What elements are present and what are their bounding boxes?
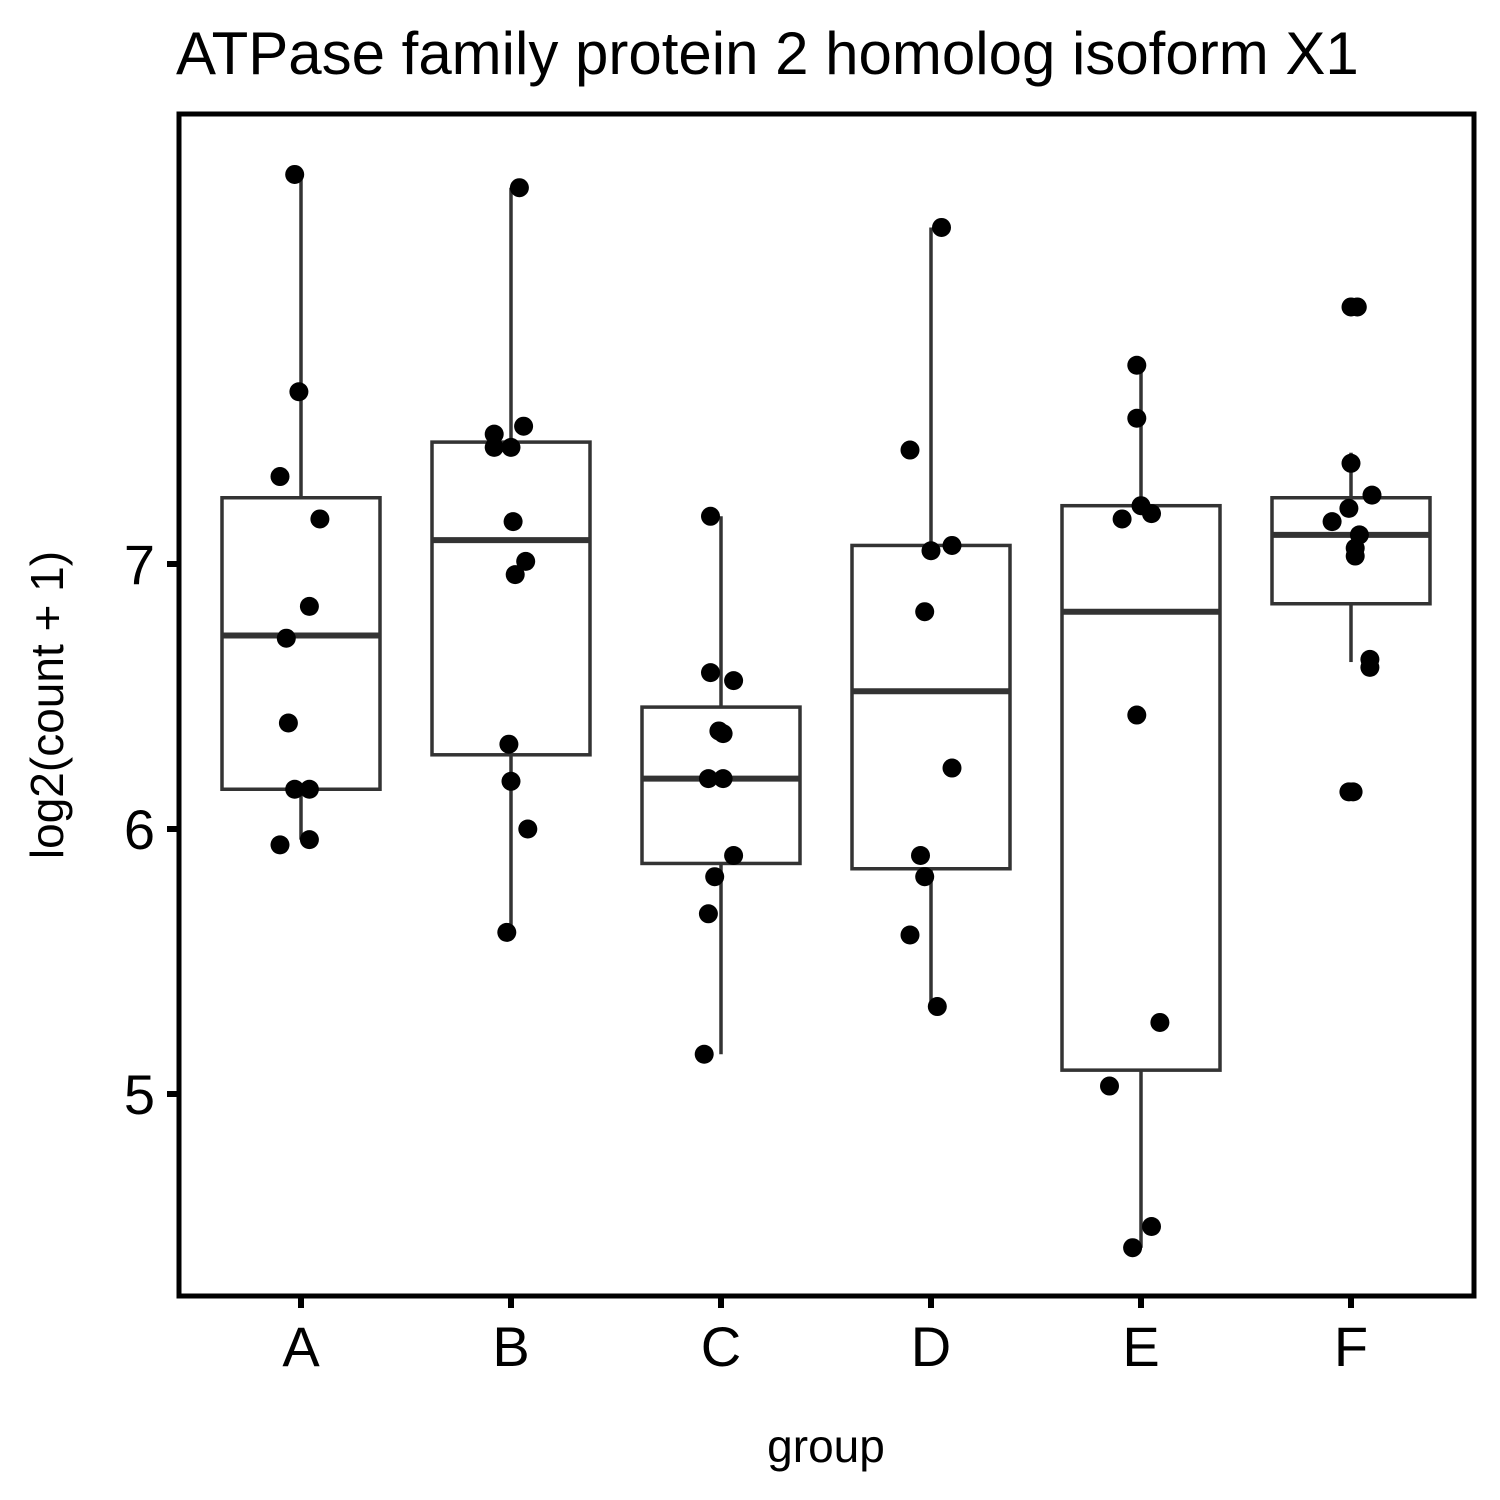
data-point: [1150, 1012, 1170, 1032]
x-tick-label-f: F: [1334, 1315, 1368, 1378]
data-point: [299, 830, 319, 850]
data-point: [501, 771, 521, 791]
data-point: [915, 867, 935, 887]
chart-title: ATPase family protein 2 homolog isoform …: [176, 20, 1359, 87]
x-tick-label-a: A: [282, 1315, 320, 1378]
data-point: [516, 551, 536, 571]
x-tick-label-c: C: [701, 1315, 741, 1378]
data-point: [900, 440, 920, 460]
data-point: [701, 663, 720, 683]
data-point: [900, 925, 920, 945]
data-point: [1100, 1076, 1119, 1096]
y-tick-label: 7: [124, 533, 155, 596]
data-point: [518, 819, 538, 839]
data-point: [701, 506, 720, 526]
data-point: [1322, 512, 1342, 532]
data-point: [270, 835, 290, 855]
x-tick-label-e: E: [1122, 1315, 1159, 1378]
data-point: [1142, 1217, 1161, 1236]
data-point: [299, 779, 319, 799]
data-point: [1347, 297, 1367, 317]
data-point: [942, 758, 962, 778]
y-tick-label: 5: [124, 1063, 155, 1126]
data-point: [1343, 782, 1363, 802]
data-point: [1127, 408, 1147, 428]
data-point: [276, 628, 296, 648]
data-point: [514, 416, 534, 436]
plot-frame: [176, 111, 1477, 1299]
data-point: [1362, 485, 1382, 505]
data-point: [1341, 453, 1361, 473]
box-b: [430, 440, 592, 757]
data-point: [484, 437, 504, 457]
data-point: [1345, 546, 1365, 566]
plot-area: 5 6 7 A B C D E F: [124, 111, 1477, 1378]
data-point: [1123, 1238, 1143, 1258]
data-point: [278, 713, 298, 733]
data-point: [698, 904, 718, 924]
data-point: [497, 922, 517, 942]
y-axis-label: log2(count + 1): [21, 551, 73, 859]
data-point: [1142, 504, 1161, 524]
data-point: [310, 509, 330, 529]
data-point: [285, 779, 305, 799]
data-point: [270, 467, 290, 487]
box-a: [220, 496, 382, 791]
data-point: [1127, 705, 1147, 725]
data-point: [942, 535, 962, 555]
data-point: [713, 769, 733, 789]
data-point: [505, 565, 525, 585]
box-e: [1060, 503, 1222, 1072]
data-point: [1112, 509, 1132, 529]
data-point: [501, 437, 521, 457]
data-point: [705, 867, 725, 887]
data-point: [299, 596, 319, 616]
data-point: [1339, 498, 1359, 518]
data-point: [713, 724, 733, 744]
y-tick-label: 6: [124, 798, 155, 861]
data-point: [724, 846, 744, 865]
data-point: [484, 424, 504, 444]
data-point: [915, 602, 935, 622]
data-point: [911, 846, 930, 865]
data-point: [1127, 355, 1147, 375]
data-point: [509, 178, 529, 198]
data-point: [1360, 657, 1380, 677]
box-d: [850, 543, 1012, 871]
data-point: [503, 512, 523, 532]
data-point: [921, 541, 941, 561]
x-tick-label-d: D: [911, 1315, 951, 1378]
x-tick-label-b: B: [492, 1315, 529, 1378]
data-point: [698, 769, 718, 789]
data-point: [499, 734, 519, 754]
x-axis-label: group: [767, 1420, 885, 1472]
data-point: [285, 164, 305, 184]
data-point: [289, 382, 309, 402]
data-point: [694, 1044, 714, 1064]
data-point: [724, 671, 744, 691]
data-point: [932, 217, 951, 237]
data-point: [927, 997, 947, 1017]
